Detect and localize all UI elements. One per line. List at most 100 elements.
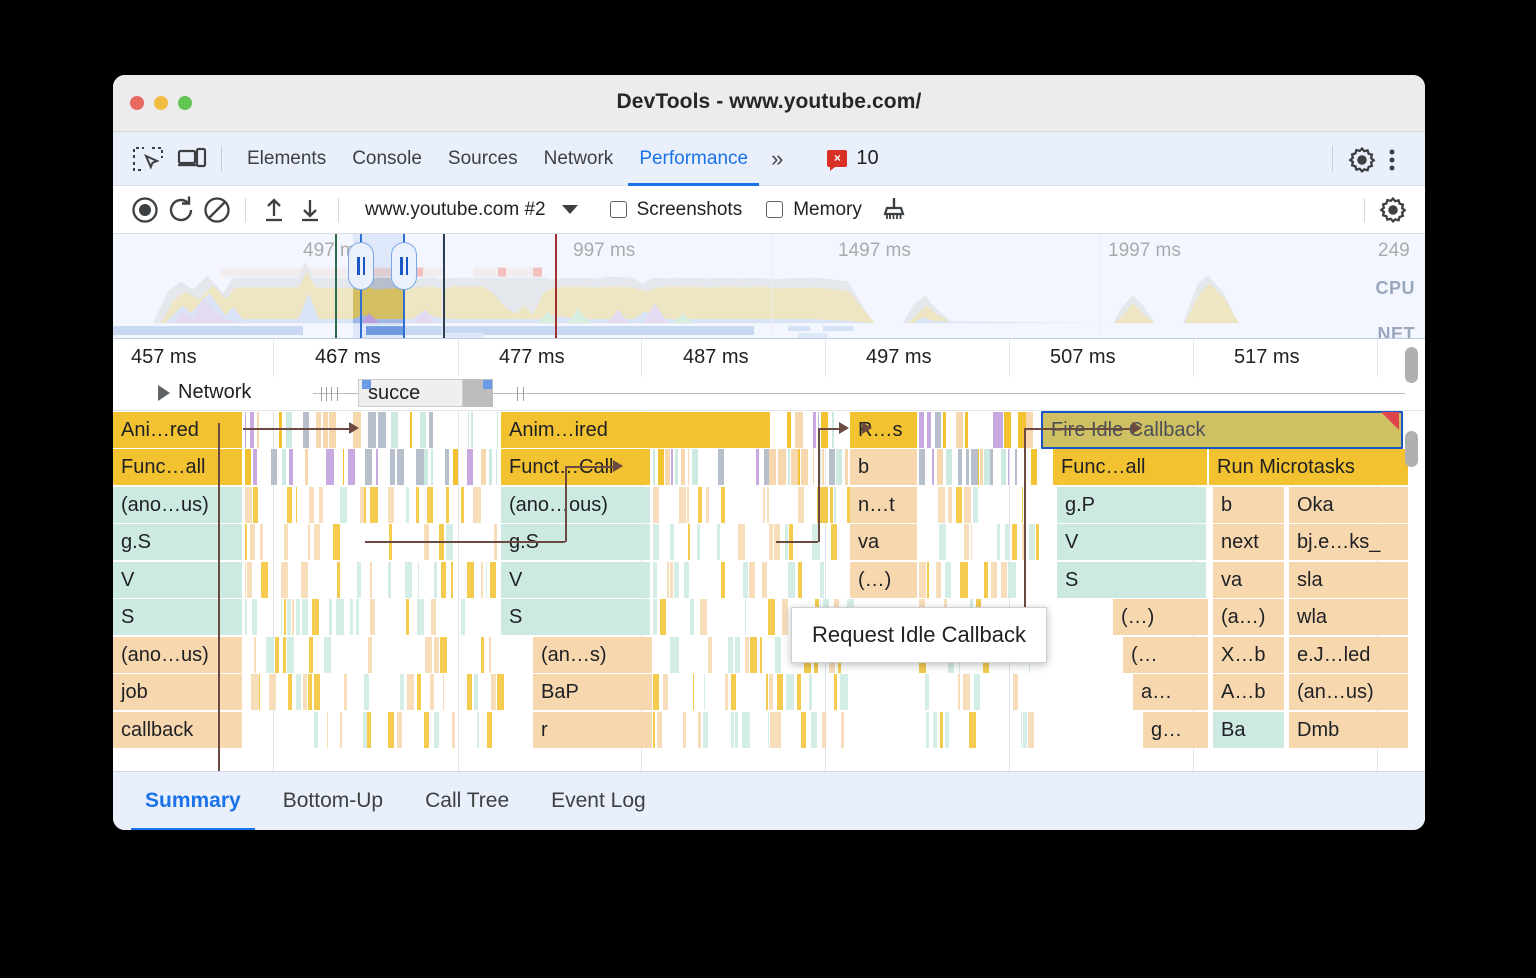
flame-block[interactable]: sla [1289,561,1409,598]
flame-micro-block[interactable] [778,449,786,485]
flame-block[interactable]: callback [113,711,243,748]
flame-micro-block[interactable] [370,486,378,523]
flame-micro-block[interactable] [496,411,499,448]
flame-block[interactable]: r [533,711,653,748]
flame-micro-block[interactable] [451,561,454,598]
flame-micro-block[interactable] [945,449,952,485]
flame-micro-block[interactable] [1012,674,1019,710]
flame-micro-block[interactable] [821,711,826,748]
flame-micro-block[interactable] [828,449,836,485]
flame-block[interactable]: va [1213,561,1285,598]
flame-micro-block[interactable] [759,636,762,673]
flame-micro-block[interactable] [653,486,660,523]
flame-micro-block[interactable] [309,486,315,523]
flame-micro-block[interactable] [378,411,386,448]
flame-micro-block[interactable] [938,524,947,560]
settings-gear-icon[interactable] [1345,144,1379,174]
memory-checkbox[interactable]: Memory [766,199,862,221]
flame-rows[interactable]: Ani…red Anim…ired R…s Fire Idle Callback Fun… [113,411,1425,771]
flame-micro-block[interactable] [488,449,493,485]
flame-micro-block[interactable] [653,561,658,598]
flame-micro-block[interactable] [742,711,750,748]
flame-micro-block[interactable] [816,486,819,523]
flame-micro-block[interactable] [944,711,950,748]
flame-micro-block[interactable] [933,711,938,748]
flame-micro-block[interactable] [424,449,429,485]
flame-micro-block[interactable] [342,449,344,485]
flame-micro-block[interactable] [326,449,334,485]
flame-micro-block[interactable] [653,711,655,748]
flame-micro-block[interactable] [948,486,952,523]
flame-micro-block[interactable] [724,674,728,710]
flame-micro-block[interactable] [245,449,252,485]
flame-vertical-scrollbar-bottom[interactable] [1405,431,1418,467]
clear-icon[interactable] [199,194,235,226]
inspect-element-icon[interactable] [131,144,165,174]
flame-micro-block[interactable] [337,561,341,598]
flame-micro-block[interactable] [313,711,319,748]
flame-micro-block[interactable] [292,599,294,635]
flame-micro-block[interactable] [313,674,320,710]
flame-micro-block[interactable] [356,599,359,635]
flame-micro-block[interactable] [260,561,268,598]
flame-micro-block[interactable] [964,486,971,523]
flame-micro-block[interactable] [777,674,783,710]
tab-bottom-up[interactable]: Bottom-Up [282,788,384,812]
flame-block[interactable]: Oka [1289,486,1409,523]
flame-micro-block[interactable] [409,411,413,448]
flame-micro-block[interactable] [473,486,482,523]
flame-micro-block[interactable] [934,411,941,448]
flame-micro-block[interactable] [257,411,260,448]
flame-micro-block[interactable] [742,561,748,598]
flame-block[interactable]: S [113,599,243,635]
close-button[interactable] [130,96,144,110]
flame-block[interactable]: Func…all [113,449,243,485]
zoom-button[interactable] [178,96,192,110]
flame-micro-block[interactable] [278,411,283,448]
flame-micro-block[interactable] [304,449,308,485]
flame-micro-block[interactable] [1011,524,1018,560]
flame-micro-block[interactable] [797,561,803,598]
flame-micro-block[interactable] [1028,411,1034,448]
flame-micro-block[interactable] [833,674,837,710]
flame-micro-block[interactable] [296,599,300,635]
flame-micro-block[interactable] [474,674,478,710]
flame-micro-block[interactable] [1003,411,1011,448]
flame-micro-block[interactable] [919,411,924,448]
flame-micro-block[interactable] [1018,411,1026,448]
flame-micro-block[interactable] [966,449,970,485]
collect-garbage-icon[interactable] [876,194,912,226]
flame-chart-area[interactable]: 457 ms 467 ms 477 ms 487 ms 497 ms 507 m… [113,339,1425,771]
flame-micro-block[interactable] [698,711,702,748]
flame-micro-block[interactable] [973,674,981,710]
flame-block[interactable]: Dmb [1289,711,1409,748]
flame-micro-block[interactable] [673,636,680,673]
flame-micro-block[interactable] [955,486,962,523]
flame-micro-block[interactable] [790,449,798,485]
flame-micro-block[interactable] [801,449,809,485]
flame-micro-block[interactable] [786,674,794,710]
flame-micro-block[interactable] [467,449,474,485]
flame-micro-block[interactable] [480,449,486,485]
flame-micro-block[interactable] [302,674,307,710]
flame-micro-block[interactable] [246,561,253,598]
flame-micro-block[interactable] [245,411,247,448]
flame-micro-block[interactable] [687,524,691,560]
flame-micro-block[interactable] [957,674,960,710]
flame-micro-block[interactable] [944,561,952,598]
flame-micro-block[interactable] [769,711,776,748]
flame-block[interactable]: (an…s) [533,636,653,673]
flame-micro-block[interactable] [309,636,314,673]
flame-micro-block[interactable] [658,449,664,485]
flame-micro-block[interactable] [703,674,705,710]
flame-micro-block[interactable] [417,674,421,710]
flame-micro-block[interactable] [737,524,746,560]
flame-micro-block[interactable] [977,449,980,485]
tab-network[interactable]: Network [543,147,614,169]
flame-micro-block[interactable] [769,449,776,485]
flame-micro-block[interactable] [1031,711,1034,748]
flame-micro-block[interactable] [717,449,724,485]
flame-micro-block[interactable] [444,449,449,485]
flame-micro-block[interactable] [721,486,726,523]
flame-micro-block[interactable] [433,711,440,748]
